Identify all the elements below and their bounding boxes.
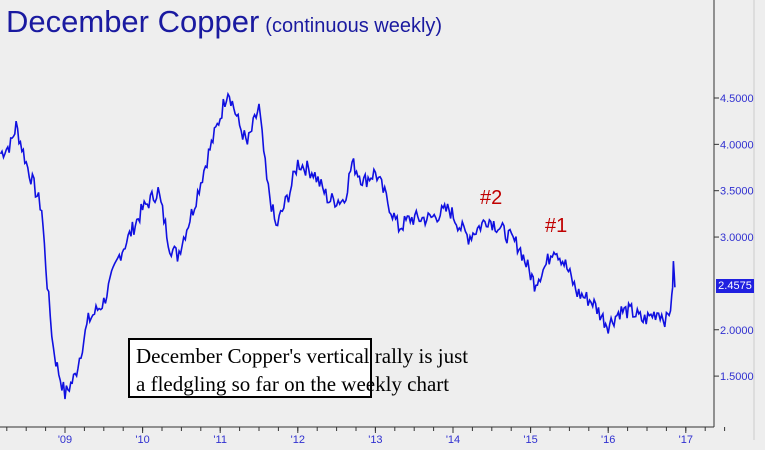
annotation-1: #1	[545, 215, 568, 237]
note-line-2: a fledgling so far on the weekly chart	[136, 372, 450, 396]
x-tick-label: '17	[679, 434, 693, 446]
note-line-1: December Copper's vertical rally is just	[136, 344, 469, 368]
x-tick-label: '12	[291, 434, 305, 446]
x-tick-label: '16	[601, 434, 615, 446]
title-main: December Copper	[6, 4, 260, 39]
title-subtitle: (continuous weekly)	[265, 15, 443, 37]
x-tick-label: '11	[213, 434, 227, 446]
annotation-2: #2	[480, 187, 503, 209]
y-tick-label: 3.0000	[720, 232, 754, 244]
x-tick-label: '15	[523, 434, 537, 446]
x-tick-label: '14	[446, 434, 460, 446]
y-tick-label: 4.5000	[720, 93, 754, 105]
price-line	[0, 91, 676, 400]
y-tick-label: 4.0000	[720, 139, 754, 151]
commentary-box: December Copper's vertical rally is just…	[128, 338, 469, 398]
y-tick-label: 1.5000	[720, 371, 754, 383]
y-tick-label: 2.0000	[720, 325, 754, 337]
x-tick-label: '09	[58, 434, 72, 446]
x-tick-label: '13	[368, 434, 382, 446]
last-price-label: 2.4575	[716, 279, 754, 293]
chart-title: December Copper (continuous weekly)	[6, 4, 442, 40]
y-tick-label: 3.5000	[720, 186, 754, 198]
x-tick-label: '10	[135, 434, 149, 446]
